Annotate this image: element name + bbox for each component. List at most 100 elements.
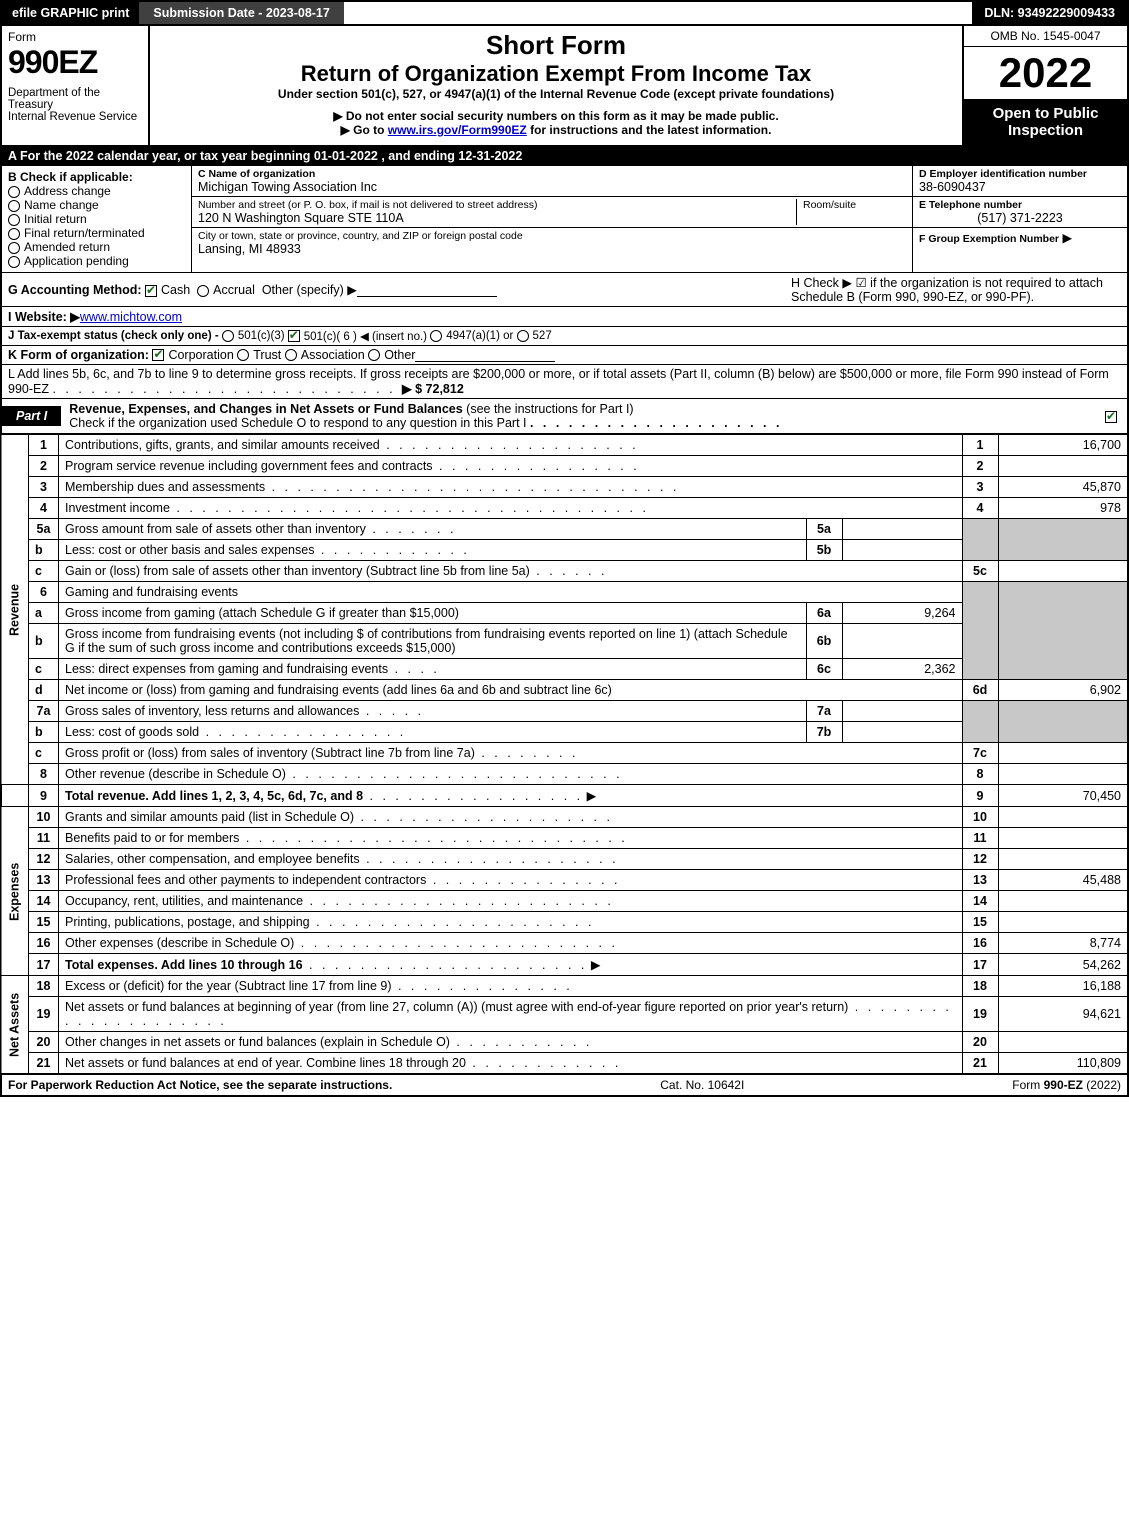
val-7c — [998, 743, 1128, 764]
val-4: 978 — [998, 498, 1128, 519]
footer-mid: Cat. No. 10642I — [660, 1078, 744, 1092]
block-bh: B Check if applicable: Address change Na… — [0, 166, 1129, 273]
header-right: OMB No. 1545-0047 2022 Open to Public In… — [962, 26, 1127, 145]
cb-501c[interactable] — [288, 330, 300, 342]
cb-cash[interactable] — [145, 285, 157, 297]
val-6a: 9,264 — [842, 603, 962, 624]
val-5b — [842, 540, 962, 561]
phone-val: (517) 371-2223 — [919, 211, 1121, 225]
val-1: 16,700 — [998, 435, 1128, 456]
g-lbl: G Accounting Method: — [8, 283, 142, 297]
header-mid: Short Form Return of Organization Exempt… — [150, 26, 962, 145]
val-5a — [842, 519, 962, 540]
row-i: I Website: ▶ www.michtow.com — [0, 307, 1129, 327]
val-5c — [998, 561, 1128, 582]
omb-no: OMB No. 1545-0047 — [964, 26, 1127, 47]
g-block: G Accounting Method: Cash Accrual Other … — [8, 282, 497, 297]
val-6c: 2,362 — [842, 659, 962, 680]
val-10 — [998, 807, 1128, 828]
val-21: 110,809 — [998, 1053, 1128, 1074]
val-14 — [998, 891, 1128, 912]
val-6b — [842, 624, 962, 659]
cb-other[interactable] — [368, 349, 380, 361]
row-a: A For the 2022 calendar year, or tax yea… — [0, 147, 1129, 166]
cb-trust[interactable] — [237, 349, 249, 361]
j-lbl: J Tax-exempt status (check only one) - — [8, 330, 219, 342]
cb-amended[interactable] — [8, 242, 20, 254]
val-12 — [998, 849, 1128, 870]
efile-label[interactable]: efile GRAPHIC print — [2, 2, 139, 24]
val-3: 45,870 — [998, 477, 1128, 498]
org-street: 120 N Washington Square STE 110A — [198, 211, 796, 225]
subtitle: Under section 501(c), 527, or 4947(a)(1)… — [158, 87, 954, 101]
val-9: 70,450 — [998, 785, 1128, 807]
cb-initial-return[interactable] — [8, 214, 20, 226]
col-d: D Employer identification number 38-6090… — [912, 166, 1127, 272]
side-revenue: Revenue — [1, 435, 29, 785]
cb-address-change[interactable] — [8, 186, 20, 198]
cb-4947[interactable] — [430, 330, 442, 342]
return-title: Return of Organization Exempt From Incom… — [158, 61, 954, 87]
part-i-title: Revenue, Expenses, and Changes in Net As… — [61, 399, 1099, 433]
cb-501c3[interactable] — [222, 330, 234, 342]
row-k: K Form of organization: Corporation Trus… — [0, 346, 1129, 365]
row-j: J Tax-exempt status (check only one) - 5… — [0, 327, 1129, 346]
cb-pending[interactable] — [8, 256, 20, 268]
val-16: 8,774 — [998, 933, 1128, 954]
irs-link[interactable]: www.irs.gov/Form990EZ — [388, 123, 527, 137]
f-lbl: F Group Exemption Number — [919, 233, 1059, 245]
val-7a — [842, 701, 962, 722]
cb-assoc[interactable] — [285, 349, 297, 361]
form-number: 990EZ — [8, 44, 142, 81]
open-inspection: Open to Public Inspection — [964, 99, 1127, 145]
b-title: B Check if applicable: — [8, 170, 185, 184]
i-lbl: I Website: ▶ — [8, 309, 80, 324]
submission-date: Submission Date - 2023-08-17 — [139, 2, 343, 24]
part-i-tab: Part I — [2, 406, 61, 426]
cb-corp[interactable] — [152, 349, 164, 361]
top-bar: efile GRAPHIC print Submission Date - 20… — [0, 0, 1129, 26]
cb-part-i-scho[interactable] — [1105, 411, 1117, 423]
cb-name-change[interactable] — [8, 200, 20, 212]
cb-527[interactable] — [517, 330, 529, 342]
side-net-assets: Net Assets — [1, 976, 29, 1074]
cb-accrual[interactable] — [197, 285, 209, 297]
col-b: B Check if applicable: Address change Na… — [2, 166, 192, 272]
footer-left: For Paperwork Reduction Act Notice, see … — [8, 1078, 392, 1092]
k-lbl: K Form of organization: — [8, 348, 149, 362]
cb-final-return[interactable] — [8, 228, 20, 240]
form-header: Form 990EZ Department of the Treasury In… — [0, 26, 1129, 147]
val-2 — [998, 456, 1128, 477]
val-20 — [998, 1032, 1128, 1053]
e-lbl: E Telephone number — [919, 199, 1121, 211]
val-8 — [998, 764, 1128, 785]
val-7b — [842, 722, 962, 743]
val-13: 45,488 — [998, 870, 1128, 891]
lines-table: Revenue 1 Contributions, gifts, grants, … — [0, 434, 1129, 1074]
org-city: Lansing, MI 48933 — [198, 242, 906, 256]
val-17: 54,262 — [998, 954, 1128, 976]
goto-link: ▶ Go to www.irs.gov/Form990EZ for instru… — [158, 123, 954, 137]
website-link[interactable]: www.michtow.com — [80, 310, 182, 324]
org-name: Michigan Towing Association Inc — [198, 180, 906, 194]
c-city-lbl: City or town, state or province, country… — [198, 230, 906, 242]
f-arrow: ▶ — [1063, 231, 1073, 245]
side-expenses: Expenses — [1, 807, 29, 976]
c-name-lbl: C Name of organization — [198, 168, 906, 180]
tax-year: 2022 — [964, 47, 1127, 99]
row-l: L Add lines 5b, 6c, and 7b to line 9 to … — [0, 365, 1129, 399]
val-6d: 6,902 — [998, 680, 1128, 701]
val-15 — [998, 912, 1128, 933]
val-18: 16,188 — [998, 976, 1128, 997]
part-i-header: Part I Revenue, Expenses, and Changes in… — [0, 399, 1129, 434]
footer-right: Form 990-EZ (2022) — [1012, 1078, 1121, 1092]
d-lbl: D Employer identification number — [919, 168, 1121, 180]
dln-label: DLN: 93492229009433 — [972, 2, 1127, 24]
ein-val: 38-6090437 — [919, 180, 1121, 194]
c-street-lbl: Number and street (or P. O. box, if mail… — [198, 199, 796, 211]
val-11 — [998, 828, 1128, 849]
col-c: C Name of organization Michigan Towing A… — [192, 166, 912, 272]
page-footer: For Paperwork Reduction Act Notice, see … — [0, 1074, 1129, 1097]
header-left: Form 990EZ Department of the Treasury In… — [2, 26, 150, 145]
room-lbl: Room/suite — [803, 199, 906, 211]
